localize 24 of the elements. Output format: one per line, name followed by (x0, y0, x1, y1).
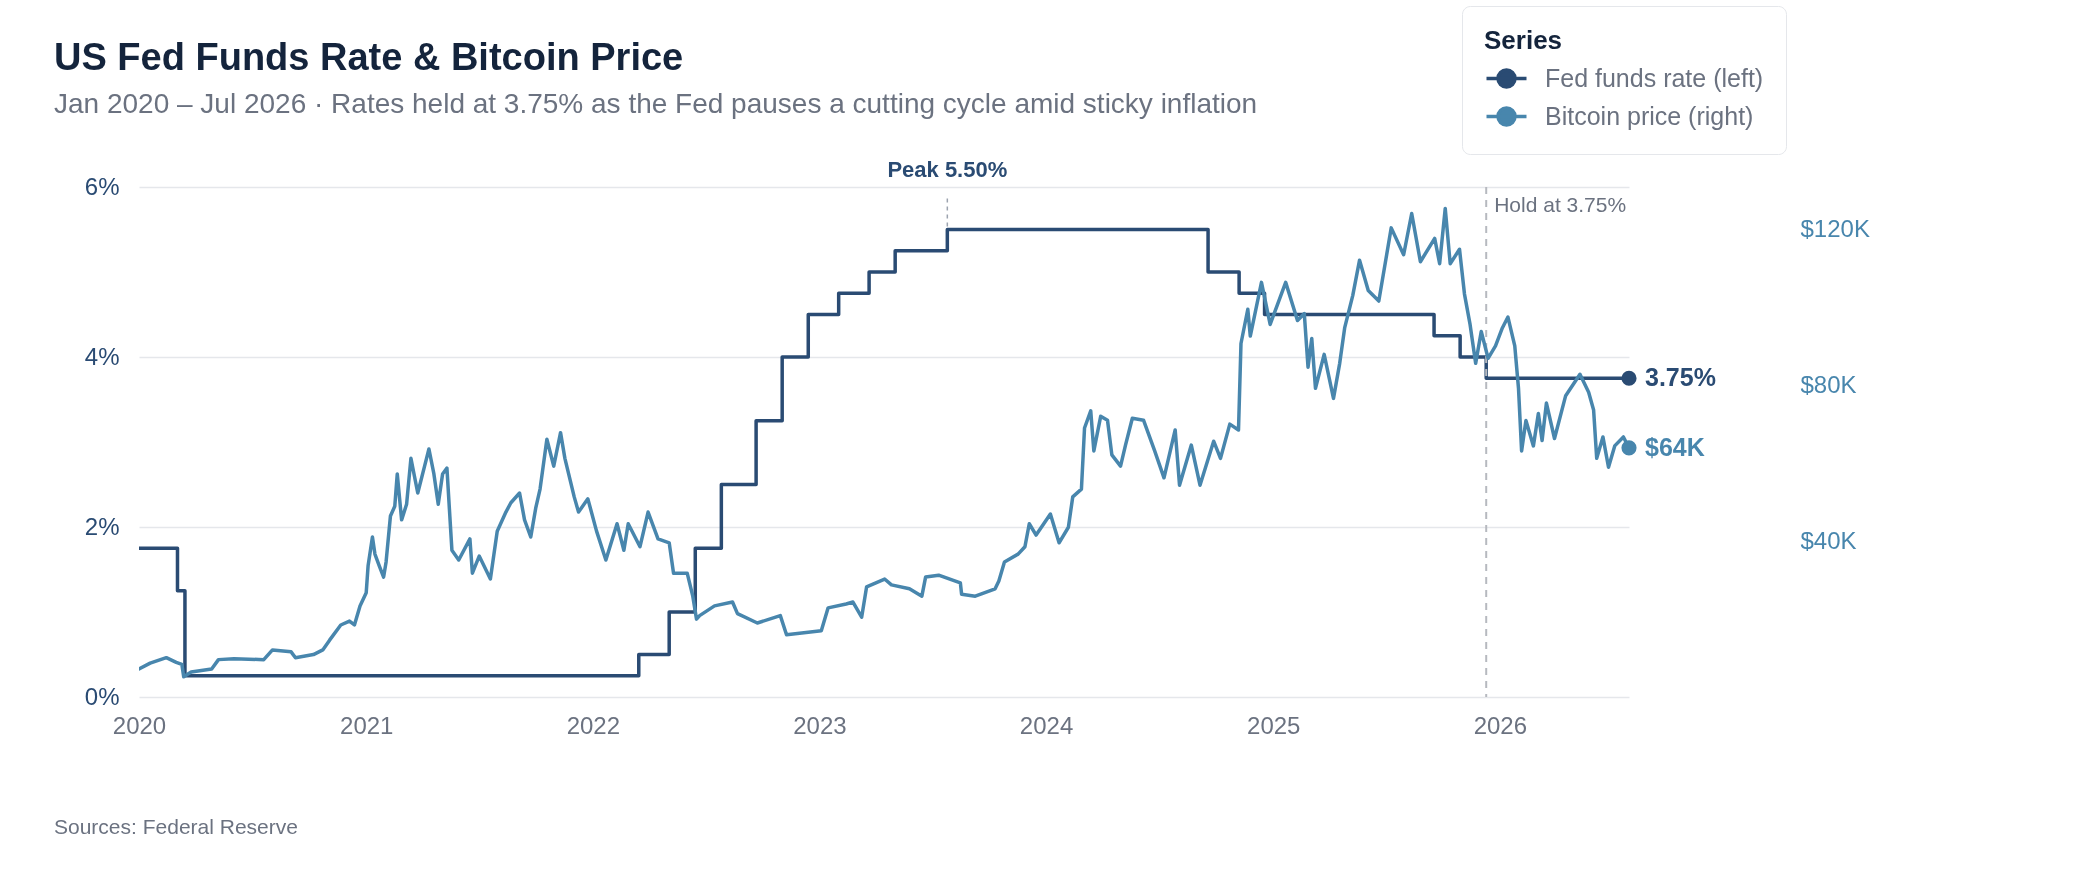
legend-title: Series (1484, 25, 1563, 55)
chart-subtitle: Jan 2020 – Jul 2026 · Rates held at 3.75% as the Fed pauses a cutting cycle amid sticky inflation (54, 88, 1258, 119)
x-tick-label: 2022 (566, 711, 621, 739)
y-tick-label: 0% (84, 682, 120, 710)
y2-tick-label: $40K (1800, 526, 1857, 554)
legend-label: Bitcoin price (right) (1545, 101, 1754, 130)
x-tick-label: 2021 (340, 711, 394, 739)
x-tick-label: 2020 (112, 711, 167, 739)
x-tick-label: 2024 (1019, 711, 1074, 739)
source-note: Sources: Federal Reserve (54, 815, 298, 838)
x-tick-label: 2026 (1473, 711, 1528, 739)
y2-tick-label: $80K (1800, 371, 1857, 399)
chart-title: US Fed Funds Rate & Bitcoin Price (54, 36, 684, 78)
legend-label: Fed funds rate (left) (1545, 63, 1764, 92)
data-label: $64K (1645, 432, 1705, 461)
annotation: Peak 5.50% (887, 157, 1008, 182)
y-tick-label: 6% (84, 172, 120, 200)
y2-tick-label: $120K (1800, 215, 1870, 243)
y-tick-label: 4% (84, 342, 120, 370)
x-tick-label: 2023 (793, 711, 847, 739)
y-tick-label: 2% (84, 512, 120, 540)
ref-line-label: Hold at 3.75% (1494, 193, 1627, 216)
x-tick-label: 2025 (1247, 711, 1301, 739)
data-label: 3.75% (1645, 363, 1716, 392)
